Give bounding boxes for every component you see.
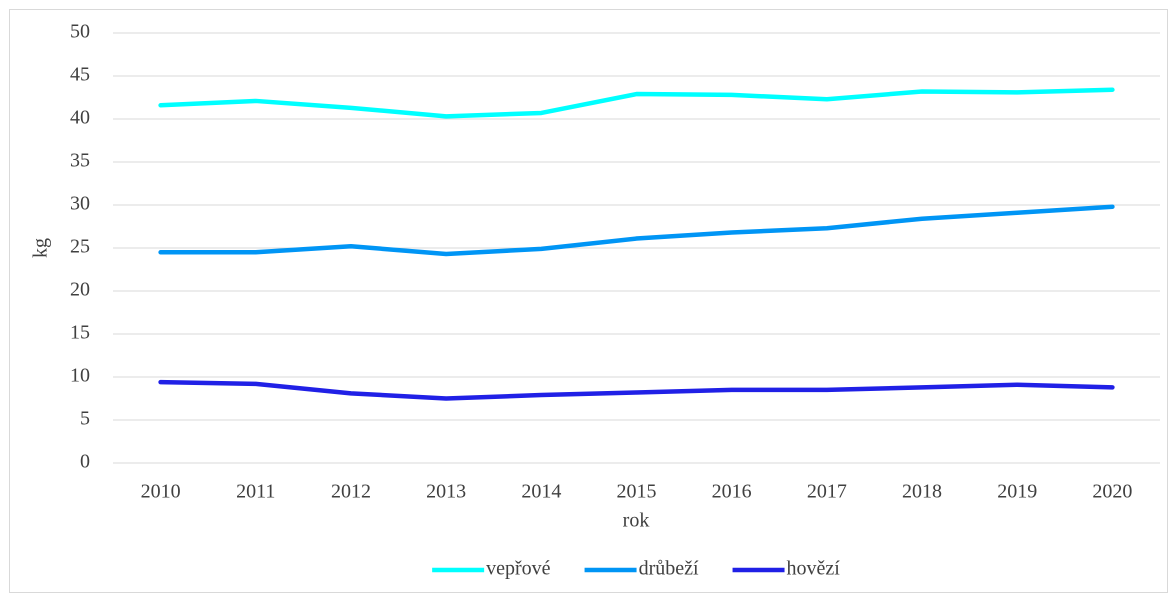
legend-label: drůbeží — [639, 558, 699, 580]
y-tick-label: 25 — [70, 236, 90, 258]
x-tick-label: 2010 — [141, 481, 181, 503]
y-tick-label: 15 — [70, 322, 90, 344]
y-tick-label: 30 — [70, 193, 90, 215]
y-tick-label: 35 — [70, 150, 90, 172]
y-axis-label: kg — [30, 238, 52, 258]
x-tick-label: 2012 — [331, 481, 371, 503]
chart-border — [9, 9, 1168, 593]
x-tick-label: 2015 — [617, 481, 657, 503]
y-tick-label: 0 — [80, 451, 90, 473]
x-tick-label: 2011 — [236, 481, 275, 503]
x-tick-label: 2019 — [997, 481, 1037, 503]
series-line — [158, 379, 1115, 401]
legend-label: hovězí — [787, 558, 841, 580]
x-tick-label: 2013 — [426, 481, 466, 503]
x-tick-label: 2018 — [902, 481, 942, 503]
x-tick-label: 2014 — [521, 481, 561, 503]
y-tick-label: 10 — [70, 365, 90, 387]
y-tick-label: 45 — [70, 64, 90, 86]
y-tick-label: 40 — [70, 107, 90, 129]
series-line — [158, 87, 1115, 119]
y-tick-label: 50 — [70, 21, 90, 43]
y-tick-label: 20 — [70, 279, 90, 301]
x-tick-label: 2016 — [712, 481, 752, 503]
y-tick-label: 5 — [80, 408, 90, 430]
x-tick-label: 2020 — [1092, 481, 1132, 503]
x-tick-label: 2017 — [807, 481, 847, 503]
x-axis-label: rok — [623, 510, 650, 532]
series-line — [158, 204, 1115, 257]
legend-label: vepřové — [486, 558, 551, 580]
